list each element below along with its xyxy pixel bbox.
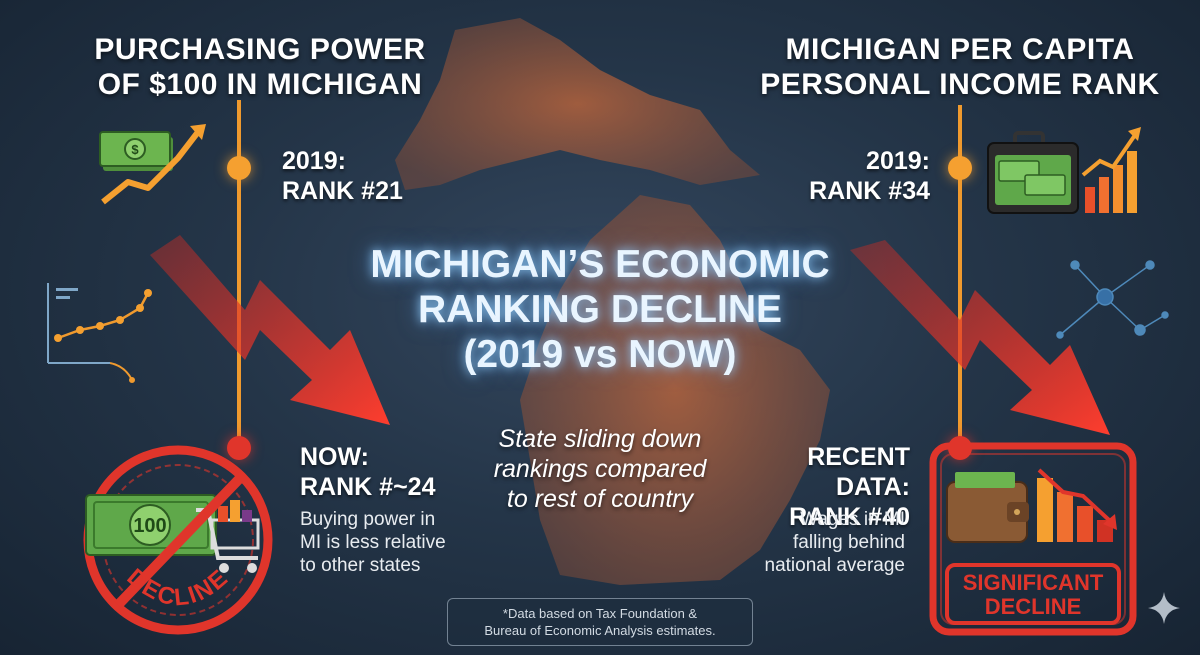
main-subtitle: State sliding down rankings compared to … xyxy=(493,425,707,513)
left-description: Buying power in MI is less relative to oth… xyxy=(300,509,446,576)
line-chart-icon xyxy=(47,283,152,383)
svg-text:DECLINE: DECLINE xyxy=(122,564,234,612)
significant-decline-badge: SIGNIFICANT DECLINE xyxy=(929,442,1137,636)
decline-arrow-right-icon xyxy=(850,240,1110,435)
left-section-title: PURCHASING POWER OF $100 IN MICHIGAN xyxy=(94,33,426,101)
right-timeline xyxy=(958,105,962,450)
money-trend-icon: $ xyxy=(99,124,206,205)
left-rank-now: NOW: RANK #~24 xyxy=(300,443,436,501)
svg-text:100: 100 xyxy=(133,515,166,537)
svg-text:DECLINE: DECLINE xyxy=(985,594,1082,619)
briefcase-bar-chart-icon xyxy=(987,127,1141,214)
right-description: Wages in MI falling behind national averag… xyxy=(764,509,906,576)
svg-text:SIGNIFICANT: SIGNIFICANT xyxy=(963,570,1104,595)
network-icon xyxy=(1056,260,1169,339)
left-timeline-top-cap xyxy=(237,100,241,106)
right-2019-marker xyxy=(948,156,972,180)
sparkle-icon xyxy=(1148,592,1180,624)
left-now-marker xyxy=(227,436,251,460)
main-title: MICHIGAN’S ECONOMIC RANKING DECLINE (201… xyxy=(370,243,830,376)
left-timeline xyxy=(237,105,241,450)
upper-peninsula-shape xyxy=(395,18,760,190)
decline-badge: 100 DECLINE xyxy=(83,445,273,635)
data-source-footnote: *Data based on Tax Foundation & Bureau o… xyxy=(447,598,753,646)
shopping-cart-icon xyxy=(196,500,260,573)
right-rank-now: RECENT DATA: RANK #40 xyxy=(789,443,910,531)
left-2019-marker xyxy=(227,156,251,180)
left-rank-2019: 2019: RANK #21 xyxy=(282,147,403,205)
lower-peninsula-shape xyxy=(520,195,830,585)
wallet-icon xyxy=(946,472,1029,543)
right-rank-2019: 2019: RANK #34 xyxy=(809,147,930,205)
right-section-title: MICHIGAN PER CAPITA PERSONAL INCOME RANK xyxy=(760,33,1160,101)
bar-chart-icon xyxy=(1037,468,1117,542)
svg-text:$: $ xyxy=(131,142,139,157)
decline-arrow-left-icon xyxy=(150,235,390,425)
